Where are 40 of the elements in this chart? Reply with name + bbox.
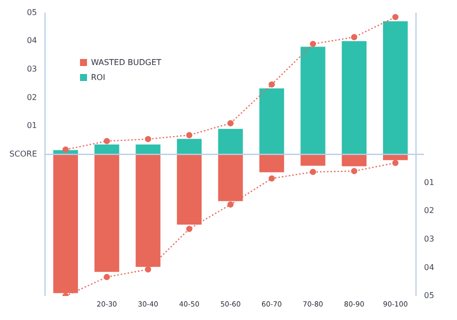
point (351, 34, 358, 40)
bar (136, 144, 160, 154)
bar (300, 154, 326, 166)
y2-tick-label: 04 (424, 262, 434, 272)
y-tick-label: 05 (26, 8, 37, 17)
point (62, 146, 69, 153)
y-tick-label: 04 (26, 36, 37, 46)
y-tick-label: 03 (26, 64, 37, 74)
point (144, 136, 152, 142)
point (186, 226, 192, 232)
bar (259, 88, 284, 154)
point (310, 168, 316, 176)
point (268, 81, 275, 88)
point (351, 168, 358, 174)
bar (342, 41, 367, 154)
point (392, 160, 398, 166)
y2-tick-label: 05 (424, 291, 434, 300)
legend-label: WASTED BUDGET (91, 58, 162, 67)
point (227, 201, 234, 208)
bar (383, 21, 408, 154)
point (227, 120, 234, 126)
bar (176, 138, 202, 154)
point (186, 132, 192, 138)
bar (218, 128, 243, 154)
y2-tick-label: 01 (424, 178, 434, 187)
point (104, 138, 110, 144)
point (268, 175, 275, 182)
y-tick-label: SCORE (9, 149, 37, 158)
y2-tick-label: 02 (424, 206, 434, 216)
point (104, 274, 110, 280)
bar (94, 144, 120, 154)
point (144, 266, 152, 272)
bar (259, 154, 284, 172)
y2-tick-label: 03 (424, 234, 434, 244)
y-tick-label: 02 (26, 92, 37, 102)
y-tick-label: 01 (26, 121, 37, 130)
legend-label: ROI (91, 73, 106, 82)
point (392, 14, 398, 20)
point (310, 40, 316, 48)
bar (300, 46, 326, 154)
